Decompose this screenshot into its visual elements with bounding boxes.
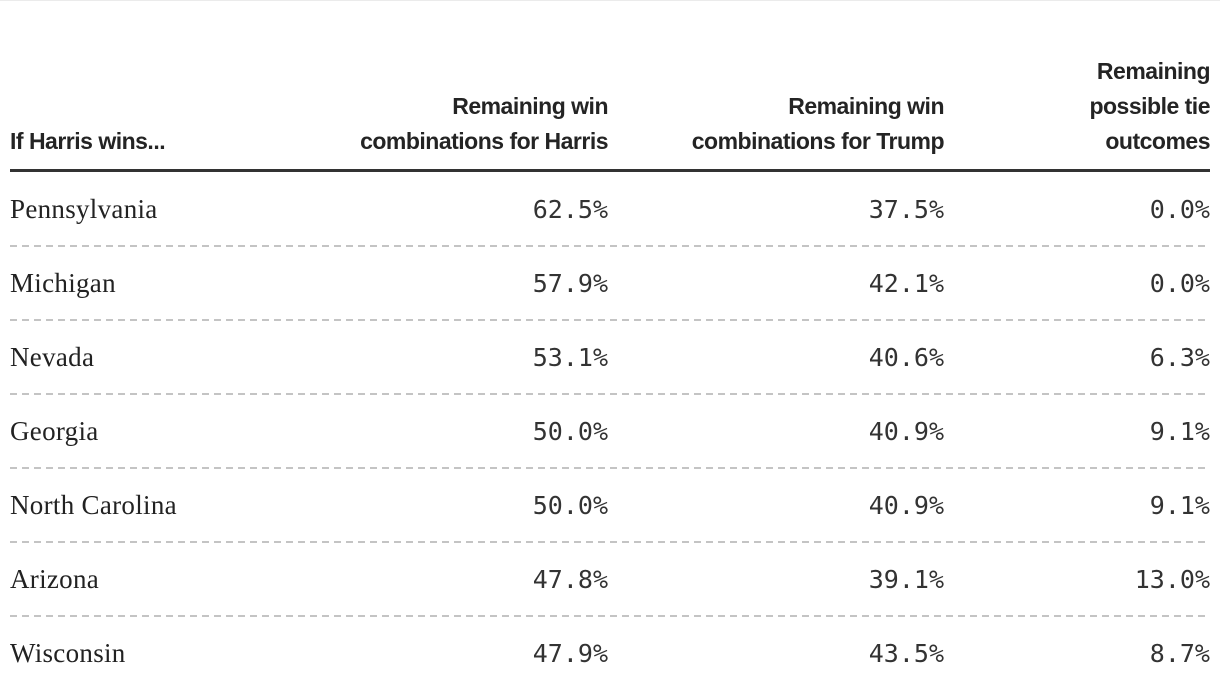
- harris-win-pct: 50.0%: [532, 416, 608, 446]
- trump-win-pct: 42.1%: [868, 268, 944, 298]
- table-row-north-carolina: North Carolina 50.0% 40.9% 9.1%: [10, 468, 1210, 543]
- column-header-tie-outcomes: Remaining possible tie outcomes: [944, 54, 1210, 159]
- state-name: Georgia: [10, 415, 99, 446]
- column-header-harris-combinations: Remaining win combinations for Harris: [310, 89, 608, 159]
- column-header-label: If Harris wins...: [10, 128, 166, 154]
- tie-pct: 9.1%: [1149, 490, 1210, 520]
- state-name: Wisconsin: [10, 637, 126, 668]
- harris-win-pct: 47.9%: [532, 638, 608, 668]
- state-name: North Carolina: [10, 489, 177, 520]
- column-header-label-line: outcomes: [1105, 128, 1210, 154]
- table-row-arizona: Arizona 47.8% 39.1% 13.0%: [10, 542, 1210, 617]
- header-rule: [10, 169, 1210, 172]
- column-header-label-line: combinations for Trump: [691, 128, 945, 154]
- page-top-divider: [0, 0, 1220, 1]
- table-header-row: If Harris wins... Remaining win combinat…: [10, 0, 1211, 169]
- table-row-wisconsin: Wisconsin 47.9% 43.5% 8.7%: [10, 616, 1210, 690]
- table-row-michigan: Michigan 57.9% 42.1% 0.0%: [10, 246, 1210, 321]
- column-header-label-line: Remaining: [1096, 58, 1211, 84]
- trump-win-pct: 43.5%: [868, 638, 944, 668]
- tie-pct: 8.7%: [1149, 638, 1210, 668]
- harris-win-pct: 47.8%: [532, 564, 608, 594]
- harris-win-pct: 53.1%: [532, 342, 608, 372]
- harris-win-pct: 62.5%: [532, 194, 608, 224]
- trump-win-pct: 40.9%: [868, 416, 944, 446]
- column-header-label-line: combinations for Harris: [360, 128, 608, 154]
- state-name: Pennsylvania: [10, 193, 158, 224]
- column-header-label-line: Remaining win: [788, 93, 944, 119]
- trump-win-pct: 37.5%: [868, 194, 944, 224]
- column-header-label-line: possible tie: [1089, 93, 1210, 119]
- column-header-if-harris-wins: If Harris wins...: [10, 124, 310, 159]
- column-header-trump-combinations: Remaining win combinations for Trump: [608, 89, 945, 159]
- table-row-nevada: Nevada 53.1% 40.6% 6.3%: [10, 320, 1210, 395]
- state-name: Arizona: [10, 563, 100, 594]
- tie-pct: 0.0%: [1149, 194, 1210, 224]
- harris-win-pct: 50.0%: [532, 490, 608, 520]
- harris-win-pct: 57.9%: [532, 268, 608, 298]
- table-row-pennsylvania: Pennsylvania 62.5% 37.5% 0.0%: [10, 172, 1210, 247]
- state-name: Nevada: [10, 341, 95, 372]
- trump-win-pct: 40.6%: [868, 342, 944, 372]
- table-body: Pennsylvania 62.5% 37.5% 0.0% Michigan 5…: [10, 172, 1210, 690]
- state-name: Michigan: [10, 267, 116, 298]
- tie-pct: 13.0%: [1134, 564, 1210, 594]
- table-row-georgia: Georgia 50.0% 40.9% 9.1%: [10, 394, 1210, 469]
- trump-win-pct: 40.9%: [868, 490, 944, 520]
- harris-win-scenarios-table: If Harris wins... Remaining win combinat…: [10, 0, 1211, 690]
- tie-pct: 6.3%: [1149, 342, 1210, 372]
- tie-pct: 9.1%: [1149, 416, 1210, 446]
- trump-win-pct: 39.1%: [868, 564, 944, 594]
- tie-pct: 0.0%: [1149, 268, 1210, 298]
- column-header-label-line: Remaining win: [452, 93, 608, 119]
